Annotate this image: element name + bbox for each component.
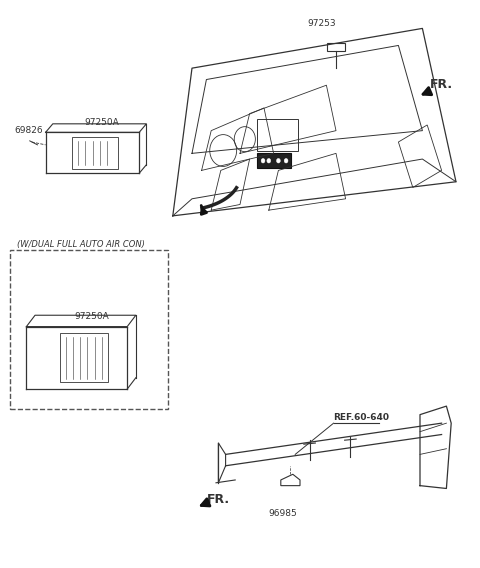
Text: (W/DUAL FULL AUTO AIR CON): (W/DUAL FULL AUTO AIR CON) <box>17 240 144 249</box>
Text: FR.: FR. <box>430 78 453 91</box>
Text: FR.: FR. <box>206 492 229 506</box>
Text: 97253: 97253 <box>307 19 336 28</box>
Text: 97250A: 97250A <box>84 118 119 127</box>
Text: 96985: 96985 <box>269 509 298 518</box>
Text: 69826: 69826 <box>14 127 43 136</box>
Circle shape <box>261 158 265 163</box>
Circle shape <box>267 158 271 163</box>
FancyBboxPatch shape <box>257 153 291 168</box>
Circle shape <box>276 158 280 163</box>
Text: REF.60-640: REF.60-640 <box>334 414 390 423</box>
Text: 97250A: 97250A <box>74 312 109 321</box>
Circle shape <box>284 158 288 163</box>
